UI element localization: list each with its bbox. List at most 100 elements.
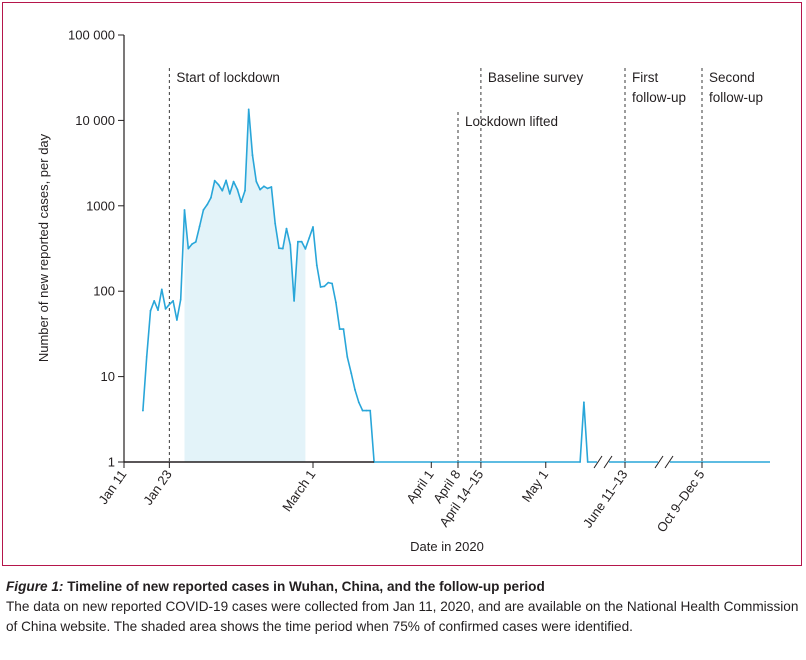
data-point xyxy=(213,179,216,182)
data-point xyxy=(206,203,209,206)
annotation-label: Second xyxy=(709,70,755,85)
data-point xyxy=(289,244,292,246)
annotation-label: follow-up xyxy=(632,90,686,105)
data-point xyxy=(251,154,254,157)
data-point xyxy=(244,189,246,192)
data-point xyxy=(179,298,182,301)
data-point xyxy=(176,319,178,321)
data-point xyxy=(225,179,228,182)
data-point xyxy=(285,227,288,230)
data-point xyxy=(198,225,201,228)
figure-frame xyxy=(2,2,802,566)
data-point xyxy=(160,288,163,291)
data-point xyxy=(350,372,353,374)
y-tick-label: 100 000 xyxy=(68,28,115,43)
x-tick-label: Oct 9–Dec 5 xyxy=(654,467,708,535)
figure-label: Figure 1: xyxy=(6,579,64,594)
data-point xyxy=(365,409,368,412)
data-point xyxy=(312,226,314,228)
y-tick-label: 10 000 xyxy=(75,113,115,128)
cases-line xyxy=(142,108,603,463)
x-tick-label: Jan 11 xyxy=(95,467,129,507)
y-tick-label: 10 xyxy=(101,369,115,384)
x-tick-label: March 1 xyxy=(279,467,318,514)
axis-break-mark xyxy=(593,455,603,469)
data-point xyxy=(300,240,303,243)
axis-break-gap xyxy=(658,456,670,468)
data-point xyxy=(354,388,356,391)
annotation-label: Lockdown lifted xyxy=(465,114,558,129)
y-tick-label: 100 xyxy=(93,284,115,299)
data-point xyxy=(168,303,171,306)
data-point xyxy=(221,189,224,192)
data-point xyxy=(361,409,364,412)
data-point xyxy=(240,201,243,204)
data-point xyxy=(342,328,345,330)
x-tick-label: June 11–13 xyxy=(580,467,631,530)
data-point xyxy=(319,286,322,288)
data-point xyxy=(191,243,193,246)
annotation-label: First xyxy=(632,70,658,85)
x-tick-label: May 1 xyxy=(519,467,552,505)
data-point xyxy=(202,209,205,211)
figure-caption: Figure 1: Timeline of new reported cases… xyxy=(6,577,802,637)
data-point xyxy=(338,328,341,330)
axis-break-mark xyxy=(664,455,674,469)
data-point xyxy=(259,188,261,191)
annotation-label: Baseline survey xyxy=(488,70,584,85)
data-point xyxy=(232,180,235,183)
data-point xyxy=(278,247,280,250)
data-point xyxy=(274,222,277,225)
data-point xyxy=(149,309,152,312)
data-point xyxy=(327,281,330,284)
data-point xyxy=(579,461,581,463)
annotation-label: Start of lockdown xyxy=(176,70,280,85)
y-tick-label: 1000 xyxy=(86,198,115,213)
data-point xyxy=(228,193,231,195)
data-point xyxy=(210,196,212,199)
data-point xyxy=(323,285,326,288)
axis-break-mark xyxy=(654,455,664,469)
data-point xyxy=(153,300,156,302)
data-point xyxy=(583,401,585,404)
y-tick-label: 1 xyxy=(108,455,115,470)
data-point xyxy=(247,108,250,111)
data-point xyxy=(281,247,284,250)
data-point xyxy=(164,308,167,310)
data-point xyxy=(263,185,265,188)
caption-text: The data on new reported COVID-19 cases … xyxy=(6,599,799,634)
y-axis-title: Number of new reported cases, per day xyxy=(36,133,51,362)
axis-break-mark xyxy=(603,455,613,469)
data-point xyxy=(346,356,349,358)
data-point xyxy=(270,186,273,188)
data-point xyxy=(142,409,144,412)
data-point xyxy=(331,282,333,285)
x-axis-title: Date in 2020 xyxy=(410,539,484,554)
data-point xyxy=(357,401,360,404)
data-point xyxy=(586,461,589,463)
data-point xyxy=(172,300,175,302)
caption-title-line: Figure 1: Timeline of new reported cases… xyxy=(6,577,802,597)
x-tick-label: April 1 xyxy=(403,467,436,506)
data-point xyxy=(297,240,299,243)
caption-title: Timeline of new reported cases in Wuhan,… xyxy=(67,579,545,594)
data-point xyxy=(308,237,311,239)
data-point xyxy=(236,188,239,191)
data-point xyxy=(183,209,186,211)
data-point xyxy=(187,247,190,250)
timeline-chart: Start of lockdown Lockdown lifted Baseline… xyxy=(36,28,770,554)
shaded-period-area xyxy=(184,109,306,463)
data-point xyxy=(255,180,258,183)
annotation-label: follow-up xyxy=(709,90,763,105)
data-point xyxy=(266,187,269,190)
x-tick-label: Jan 23 xyxy=(140,467,175,508)
axis-break-gap xyxy=(597,456,609,468)
data-point xyxy=(369,409,372,412)
data-point xyxy=(145,356,148,358)
data-point xyxy=(293,300,295,302)
data-point xyxy=(335,301,337,304)
data-point xyxy=(194,241,197,243)
data-point xyxy=(157,309,159,311)
data-point xyxy=(315,264,318,266)
data-point xyxy=(217,183,220,186)
